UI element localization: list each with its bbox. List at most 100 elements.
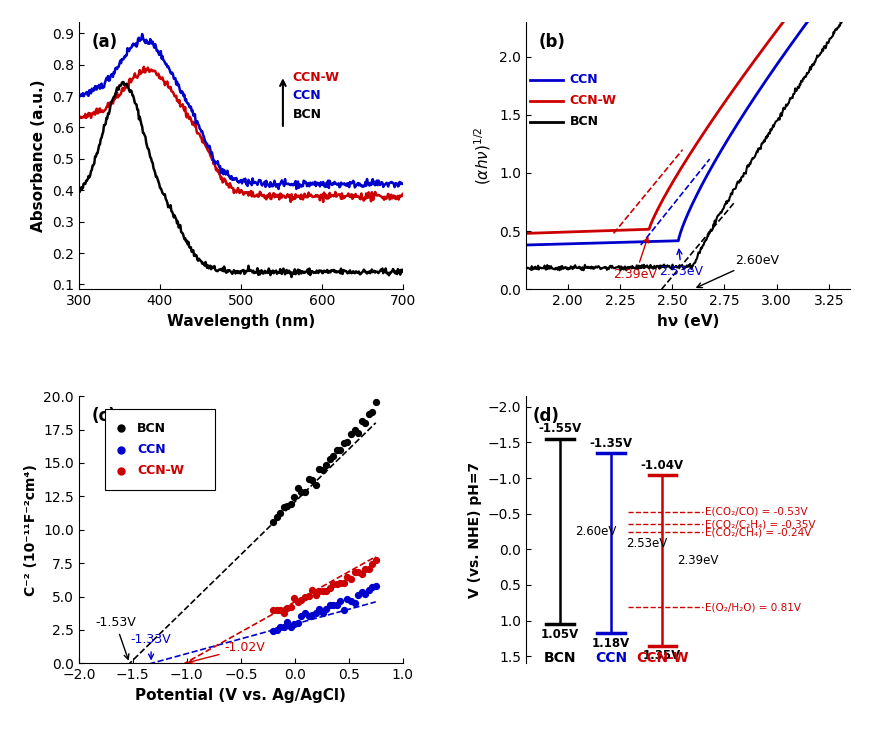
Point <box>298 591 312 603</box>
Point <box>355 415 369 426</box>
Point <box>312 585 326 596</box>
Text: -1.35V: -1.35V <box>590 437 632 450</box>
Point <box>270 511 284 523</box>
Text: 2.39eV: 2.39eV <box>677 554 719 567</box>
Point <box>266 604 280 615</box>
Point <box>341 572 355 583</box>
Point <box>334 595 348 607</box>
Point <box>294 486 308 498</box>
Text: CCN: CCN <box>138 443 166 456</box>
Point <box>330 599 344 610</box>
Point <box>358 418 372 429</box>
Point <box>322 453 336 465</box>
Point <box>305 475 319 486</box>
Point <box>294 611 308 623</box>
Text: (c): (c) <box>92 407 117 425</box>
Text: 2.60eV: 2.60eV <box>697 254 779 287</box>
Point <box>273 621 287 633</box>
Text: CCN-W: CCN-W <box>138 461 184 474</box>
Point <box>341 593 355 605</box>
Point <box>305 609 319 621</box>
Point <box>266 625 280 636</box>
Point <box>355 586 369 598</box>
Point <box>344 596 358 607</box>
Point <box>369 554 383 566</box>
Point <box>291 482 305 494</box>
Point <box>351 566 365 577</box>
Point <box>315 607 329 619</box>
Point <box>308 589 322 601</box>
Text: (b): (b) <box>539 33 566 50</box>
Text: CCN: CCN <box>569 74 598 87</box>
Point <box>266 516 280 528</box>
Text: 2.53eV: 2.53eV <box>626 537 668 550</box>
Point <box>308 607 322 619</box>
Text: -1.55V: -1.55V <box>538 422 582 435</box>
Point <box>291 617 305 629</box>
Point <box>277 607 291 619</box>
Point <box>284 622 298 634</box>
Y-axis label: Absorbance (a.u.): Absorbance (a.u.) <box>32 79 46 232</box>
Text: BCN: BCN <box>569 115 598 128</box>
X-axis label: hν (eV): hν (eV) <box>657 313 719 329</box>
Point <box>322 582 336 593</box>
Point <box>284 499 298 510</box>
Point <box>351 590 365 601</box>
Point <box>326 599 340 611</box>
Text: BCN: BCN <box>138 418 166 431</box>
Point <box>270 604 284 616</box>
Point <box>308 479 322 491</box>
Point <box>337 604 351 615</box>
Point <box>287 592 301 604</box>
Point <box>294 593 308 605</box>
Point <box>291 596 305 608</box>
Text: CCN-W: CCN-W <box>138 464 184 477</box>
Text: 1.35V: 1.35V <box>643 649 682 662</box>
Point <box>287 491 301 503</box>
Point <box>362 408 376 420</box>
Text: (a): (a) <box>92 33 118 50</box>
Point <box>277 501 291 512</box>
Point <box>298 607 312 619</box>
Point <box>341 436 355 448</box>
Point <box>365 581 379 593</box>
Point <box>326 578 340 590</box>
Text: 2.53eV: 2.53eV <box>660 249 703 278</box>
Point <box>287 619 301 631</box>
Point <box>362 563 376 574</box>
Point <box>270 624 284 636</box>
Point <box>301 474 315 486</box>
Text: E(CO₂/C₂H₄) = -0.35V: E(CO₂/C₂H₄) = -0.35V <box>705 519 816 529</box>
Text: 1.05V: 1.05V <box>540 628 579 641</box>
Point <box>319 459 333 470</box>
Text: CCN-W: CCN-W <box>569 94 617 107</box>
Text: CCN: CCN <box>293 90 321 102</box>
Point <box>362 584 376 596</box>
Text: CCN: CCN <box>595 650 627 665</box>
Point <box>348 597 362 609</box>
Text: CCN-W: CCN-W <box>636 650 689 665</box>
Text: 2.60eV: 2.60eV <box>576 525 617 538</box>
Point <box>330 444 344 456</box>
Text: BCN: BCN <box>138 421 166 434</box>
Point <box>358 588 372 600</box>
Text: (d): (d) <box>533 407 559 425</box>
Point <box>312 463 326 475</box>
Text: -1.04V: -1.04V <box>640 459 684 472</box>
Point <box>369 397 383 408</box>
Text: -1.53V: -1.53V <box>95 616 136 659</box>
Point <box>337 577 351 588</box>
Text: BCN: BCN <box>293 108 321 121</box>
Point <box>273 604 287 616</box>
Point <box>277 621 291 633</box>
X-axis label: Wavelength (nm): Wavelength (nm) <box>166 313 314 329</box>
Point <box>284 601 298 613</box>
Text: E(O₂/H₂O) = 0.81V: E(O₂/H₂O) = 0.81V <box>705 602 801 612</box>
Point <box>348 425 362 437</box>
Point <box>312 603 326 615</box>
Point <box>358 564 372 575</box>
Point <box>348 566 362 577</box>
Point <box>319 603 333 615</box>
Text: CCN-W: CCN-W <box>293 71 340 84</box>
Text: CCN: CCN <box>138 440 166 453</box>
